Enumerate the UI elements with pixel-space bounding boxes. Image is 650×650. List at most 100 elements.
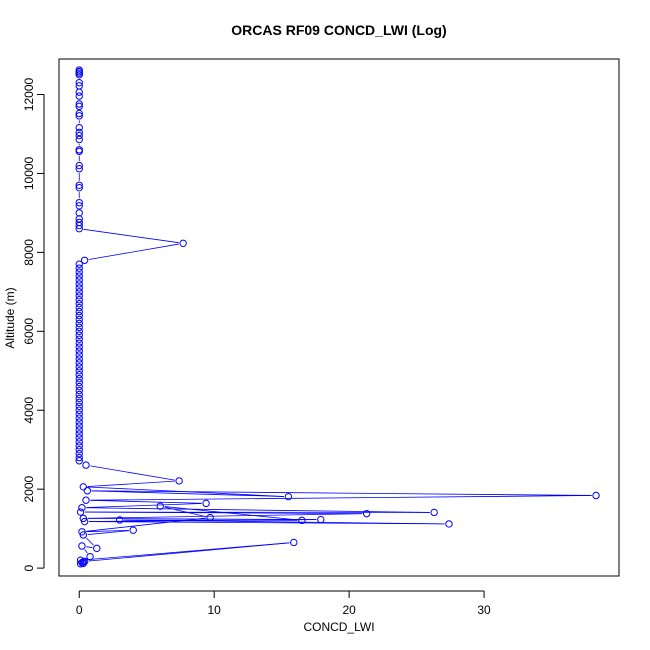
data-point bbox=[75, 268, 83, 276]
data-point bbox=[78, 558, 86, 567]
y-tick-label: 0 bbox=[22, 564, 36, 571]
data-point bbox=[75, 100, 83, 108]
data-point bbox=[75, 438, 83, 446]
data-point bbox=[75, 147, 83, 156]
data-point bbox=[75, 221, 83, 230]
plot-frame bbox=[58, 58, 620, 577]
series-line-segment bbox=[86, 503, 202, 508]
y-tick-label: 4000 bbox=[22, 397, 36, 424]
data-point bbox=[82, 461, 90, 469]
data-point bbox=[179, 239, 187, 248]
data-point bbox=[75, 292, 83, 300]
data-point bbox=[75, 280, 83, 288]
data-point bbox=[75, 359, 83, 367]
data-point bbox=[298, 516, 306, 525]
series-line-segment bbox=[87, 513, 363, 519]
data-point bbox=[202, 499, 210, 508]
data-point bbox=[93, 544, 101, 553]
data-point bbox=[75, 307, 83, 316]
data-point bbox=[75, 386, 83, 395]
data-point bbox=[445, 520, 453, 528]
data-point bbox=[79, 531, 87, 539]
data-point bbox=[75, 181, 83, 189]
series-line-segment bbox=[91, 490, 285, 497]
x-tick-label: 0 bbox=[76, 603, 83, 617]
series-line-segment bbox=[87, 530, 129, 535]
series-line-segment bbox=[91, 490, 592, 496]
data-point bbox=[75, 335, 83, 343]
data-point bbox=[75, 319, 83, 328]
data-point bbox=[75, 327, 83, 336]
data-point bbox=[75, 414, 83, 422]
x-axis-label: CONCD_LWI bbox=[303, 620, 374, 634]
data-point bbox=[76, 508, 85, 516]
series-line-segment bbox=[86, 517, 206, 532]
data-point bbox=[75, 92, 83, 100]
data-point bbox=[75, 339, 83, 347]
data-point bbox=[75, 183, 83, 192]
data-point bbox=[83, 487, 92, 495]
data-point bbox=[75, 406, 83, 414]
y-tick-label: 8000 bbox=[22, 239, 36, 266]
data-point bbox=[75, 135, 83, 144]
data-point bbox=[75, 367, 83, 375]
data-point bbox=[75, 323, 83, 332]
data-point bbox=[75, 131, 83, 140]
data-point bbox=[75, 394, 83, 403]
data-point bbox=[76, 560, 85, 568]
data-point bbox=[75, 418, 83, 426]
data-point bbox=[129, 526, 137, 534]
data-point bbox=[75, 402, 83, 410]
series-line-segment bbox=[87, 518, 317, 520]
data-point bbox=[75, 260, 83, 268]
data-point bbox=[75, 355, 83, 363]
data-point bbox=[75, 225, 83, 233]
data-point bbox=[75, 453, 83, 462]
data-point bbox=[75, 331, 83, 339]
series-line-segment bbox=[86, 507, 430, 513]
data-point bbox=[75, 128, 83, 137]
data-point bbox=[75, 449, 83, 458]
data-point bbox=[75, 71, 83, 79]
x-tick-label: 30 bbox=[477, 603, 491, 617]
data-point bbox=[75, 422, 83, 430]
series-line-segment bbox=[84, 549, 88, 554]
series-line-segment bbox=[87, 480, 175, 487]
y-tick-label: 10000 bbox=[22, 156, 36, 190]
data-point bbox=[362, 509, 371, 518]
series-line-segment bbox=[83, 228, 179, 244]
y-axis: 0 2000 4000 6000 8000 10000 12000 bbox=[22, 78, 45, 571]
data-point bbox=[75, 303, 83, 312]
data-point bbox=[75, 288, 83, 296]
data-point bbox=[175, 477, 183, 485]
data-point bbox=[80, 517, 89, 526]
data-point bbox=[75, 347, 83, 355]
chart-title: ORCAS RF09 CONCD_LWI (Log) bbox=[231, 22, 446, 38]
y-tick-label: 6000 bbox=[22, 318, 36, 345]
data-point bbox=[75, 382, 83, 391]
series-line-segment bbox=[84, 542, 290, 561]
x-tick-label: 10 bbox=[208, 603, 222, 617]
data-point bbox=[75, 161, 83, 170]
data-point bbox=[75, 202, 83, 210]
data-point bbox=[75, 109, 83, 118]
data-point bbox=[75, 272, 83, 280]
data-point bbox=[86, 552, 94, 561]
data-point bbox=[75, 198, 83, 207]
data-point bbox=[75, 299, 83, 308]
data-point bbox=[290, 538, 298, 547]
data-point bbox=[75, 434, 83, 442]
y-tick-label: 2000 bbox=[22, 476, 36, 503]
data-point bbox=[75, 165, 83, 173]
data-point bbox=[80, 256, 89, 264]
series-line-segment bbox=[164, 506, 298, 521]
data-point bbox=[75, 371, 83, 379]
x-axis: 0 10 20 30 bbox=[76, 590, 491, 617]
data-point bbox=[75, 112, 83, 120]
data-point bbox=[75, 284, 83, 292]
data-point bbox=[79, 483, 87, 491]
data-point bbox=[75, 264, 83, 272]
series-line-segment bbox=[86, 537, 94, 546]
